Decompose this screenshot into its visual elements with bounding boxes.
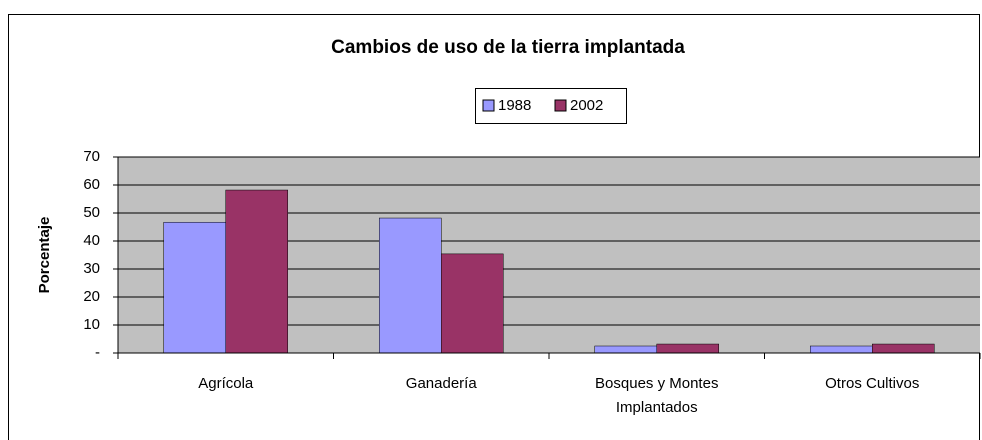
legend-label: 1988 <box>498 97 531 114</box>
x-tick-label: Bosques y Montes Implantados <box>595 375 719 416</box>
bar <box>594 345 657 354</box>
bar <box>379 217 442 354</box>
bar <box>656 343 719 354</box>
bar <box>810 345 873 354</box>
bar <box>441 253 504 354</box>
y-tick-label: - <box>95 344 100 361</box>
y-tick-label: 60 <box>83 176 100 193</box>
y-tick-label: 70 <box>83 148 100 165</box>
chart-title: Cambios de uso de la tierra implantada <box>331 37 685 58</box>
bar <box>163 221 226 354</box>
legend-swatch <box>554 99 567 112</box>
legend <box>475 88 627 124</box>
y-tick-label: 40 <box>83 232 100 249</box>
y-tick-label: 20 <box>83 288 100 305</box>
y-tick-label: 10 <box>83 316 100 333</box>
y-tick-label: 30 <box>83 260 100 277</box>
x-tick-label: Otros Cultivos <box>825 375 920 392</box>
y-axis-label: Porcentaje <box>36 217 53 294</box>
x-tick-label: Agrícola <box>198 375 254 392</box>
bar <box>225 189 288 354</box>
legend-swatch <box>482 99 495 112</box>
x-tick-label: Ganadería <box>405 375 477 392</box>
y-tick-label: 50 <box>83 204 100 221</box>
legend-label: 2002 <box>570 97 603 114</box>
bar <box>872 343 935 354</box>
